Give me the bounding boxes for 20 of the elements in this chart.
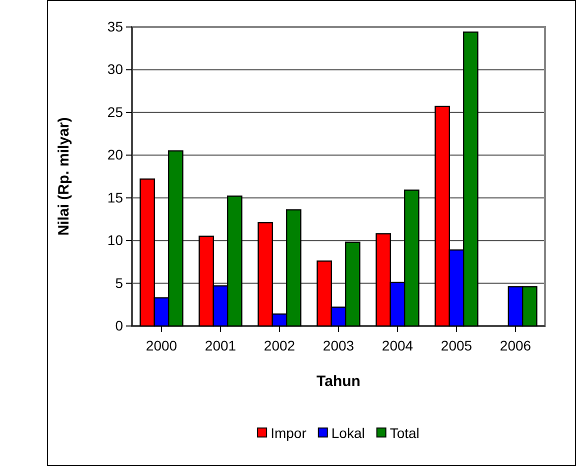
y-tick-label: 5: [115, 274, 124, 291]
x-tick-label: 2006: [500, 337, 532, 354]
legend-label: Impor: [270, 425, 307, 441]
y-axis-title: Nilai (Rp. milyar): [55, 117, 72, 236]
x-tick-label: 2002: [264, 337, 296, 354]
legend-label: Lokal: [331, 425, 365, 441]
y-tick-label: 15: [107, 189, 124, 206]
y-tick-label: 35: [107, 18, 124, 34]
y-tick-label: 30: [107, 61, 124, 78]
x-axis-title: Tahun: [316, 373, 360, 390]
x-tick-label: 2004: [382, 337, 414, 354]
y-tick-label: 20: [107, 146, 124, 163]
y-tick-label: 10: [107, 232, 124, 248]
x-tick-label: 2003: [322, 337, 354, 354]
legend-label: Total: [390, 425, 420, 441]
x-tick-label: 2001: [204, 337, 236, 354]
x-tick-label: 2005: [440, 337, 472, 354]
x-tick-label: 2000: [146, 337, 178, 354]
y-tick-label: 0: [115, 317, 124, 334]
y-tick-label: 25: [107, 104, 124, 120]
